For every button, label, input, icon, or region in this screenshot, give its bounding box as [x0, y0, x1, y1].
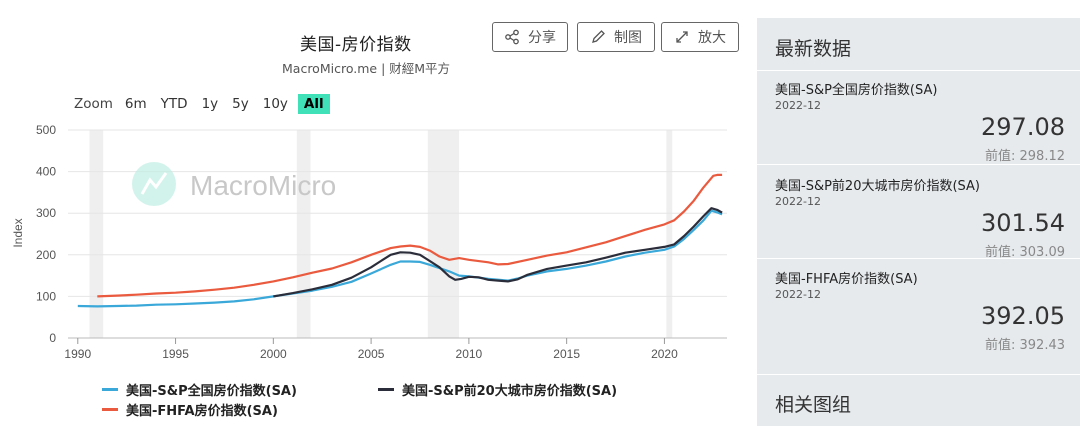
recession-band [427, 130, 460, 338]
stat-value: 392.05 [981, 302, 1065, 330]
chart-title: 美国-房价指数 [300, 35, 412, 55]
pencil-icon [592, 30, 605, 43]
watermark-text: MacroMicro [190, 170, 336, 201]
stat-value: 297.08 [981, 113, 1065, 141]
share-button[interactable]: 分享 [492, 22, 568, 52]
divider [757, 374, 1080, 375]
recession-band [666, 130, 673, 338]
y-axis-label: Index [11, 218, 25, 247]
stat-name: 美国-S&P全国房价指数(SA) [775, 83, 938, 98]
stat-prev: 前值: 392.43 [985, 338, 1065, 353]
share-icon [505, 29, 519, 45]
latest-data-heading: 最新数据 [775, 38, 852, 60]
stat-prev: 前值: 303.09 [985, 245, 1065, 260]
zoom-5y-button[interactable]: 5y [232, 96, 249, 112]
y-tick-label: 500 [36, 123, 56, 137]
zoom-ytd-button[interactable]: YTD [160, 96, 188, 112]
recession-band [89, 130, 104, 338]
chart-subtitle: MacroMicro.me | 财經M平方 [282, 61, 451, 76]
zoom-bar: Zoom 6m YTD 1y 5y 10y All [74, 92, 344, 116]
stat-date: 2022-12 [775, 99, 821, 112]
stat-prev: 前值: 298.12 [985, 149, 1065, 164]
divider [757, 70, 1080, 71]
y-tick-label: 0 [49, 331, 56, 345]
zoom-1y-button[interactable]: 1y [201, 96, 219, 112]
draw-label: 制图 [614, 30, 642, 46]
enlarge-button[interactable]: 放大 [661, 22, 739, 52]
divider [757, 164, 1080, 165]
stat-sp-national[interactable]: 美国-S&P全国房价指数(SA) 2022-12 297.08 前值: 298.… [775, 79, 1065, 164]
zoom-10y-button[interactable]: 10y [262, 96, 288, 112]
stat-name: 美国-FHFA房价指数(SA) [775, 272, 918, 287]
stat-date: 2022-12 [775, 288, 821, 301]
legend-item-sp-national[interactable]: 美国-S&P全国房价指数(SA) [102, 380, 297, 399]
x-tick-label: 2005 [358, 347, 385, 361]
y-tick-label: 300 [36, 206, 56, 220]
y-tick-label: 100 [36, 289, 56, 303]
stat-fhfa[interactable]: 美国-FHFA房价指数(SA) 2022-12 392.05 前值: 392.4… [775, 268, 1065, 353]
legend-label: 美国-S&P全国房价指数(SA) [126, 384, 297, 399]
stat-value: 301.54 [981, 209, 1065, 237]
y-tick-label: 200 [36, 248, 56, 262]
x-tick-label: 2020 [651, 347, 678, 361]
legend-label: 美国-S&P前20大城市房价指数(SA) [402, 384, 618, 399]
legend-item-fhfa[interactable]: 美国-FHFA房价指数(SA) [102, 400, 278, 419]
chart-panel: 美国-房价指数 MacroMicro.me | 财經M平方 分享 制图 放大 Z… [11, 22, 739, 419]
recession-band [296, 130, 311, 338]
legend-swatch [102, 408, 118, 411]
stat-date: 2022-12 [775, 195, 821, 208]
legend-swatch [102, 388, 118, 391]
stat-name: 美国-S&P前20大城市房价指数(SA) [775, 179, 980, 194]
zoom-label: Zoom [74, 96, 113, 112]
legend-swatch [378, 388, 394, 391]
latest-data-panel: 最新数据 美国-S&P全国房价指数(SA) 2022-12 297.08 前值:… [757, 18, 1080, 426]
x-tick-label: 1990 [64, 347, 91, 361]
x-tick-label: 2010 [456, 347, 483, 361]
x-tick-label: 2015 [553, 347, 580, 361]
draw-button[interactable]: 制图 [577, 22, 655, 52]
series-line-3 [97, 173, 723, 298]
zoom-all-button[interactable]: All [297, 94, 330, 114]
divider [757, 258, 1080, 259]
share-label: 分享 [528, 30, 556, 46]
x-tick-label: 1995 [162, 347, 189, 361]
stat-sp-20city[interactable]: 美国-S&P前20大城市房价指数(SA) 2022-12 301.54 前值: … [775, 175, 1065, 260]
line-chart: MacroMicro 0 100 200 300 400 500 1990 1995 2000 2… [11, 123, 727, 361]
series-line-2 [273, 207, 723, 298]
zoom-6m-button[interactable]: 6m [124, 96, 147, 112]
y-tick-label: 400 [36, 165, 56, 179]
enlarge-label: 放大 [698, 30, 726, 46]
x-tick-label: 2000 [260, 347, 287, 361]
legend-item-sp-20city[interactable]: 美国-S&P前20大城市房价指数(SA) [378, 380, 617, 399]
related-charts-heading[interactable]: 相关图组 [775, 394, 852, 416]
watermark: MacroMicro [132, 162, 336, 206]
expand-icon [676, 31, 688, 43]
legend-label: 美国-FHFA房价指数(SA) [126, 404, 278, 419]
